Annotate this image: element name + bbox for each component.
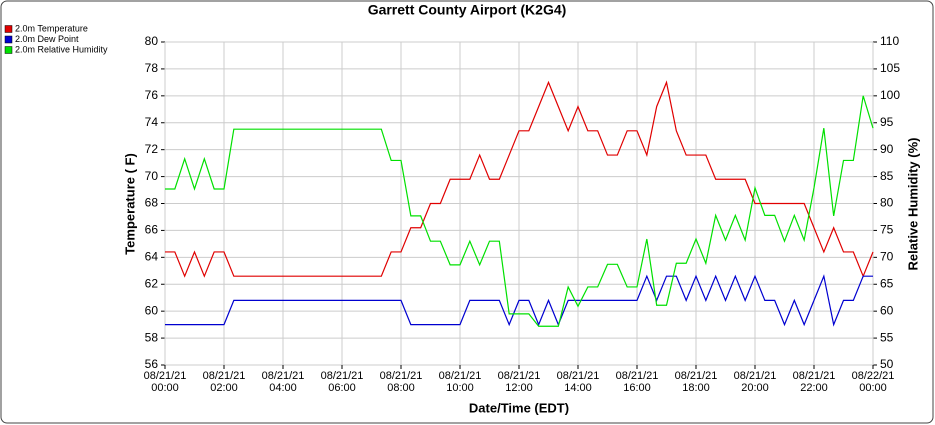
- x-tick-label: 08/21/21 22:00: [792, 370, 836, 394]
- series-line: [165, 95, 874, 327]
- x-tick-label: 08/21/21 10:00: [438, 370, 482, 394]
- y2-tick-label: 60: [880, 303, 894, 317]
- y-tick-label: 70: [145, 169, 159, 183]
- x-tick-label: 08/21/21 08:00: [379, 370, 423, 394]
- y2-tick-label: 85: [880, 169, 894, 183]
- y-tick-label: 64: [145, 250, 159, 264]
- x-tick-label: 08/21/21 04:00: [261, 370, 305, 394]
- y-tick-label: 76: [145, 88, 159, 102]
- x-tick-label: 08/21/21 02:00: [202, 370, 246, 394]
- y-tick-label: 60: [145, 303, 159, 317]
- y-tick-label: 66: [145, 223, 159, 237]
- y2-tick-label: 110: [880, 34, 899, 48]
- y-tick-label: 56: [145, 357, 159, 371]
- y2-tick-label: 50: [880, 357, 894, 371]
- x-tick-label: 08/22/21 00:00: [851, 370, 895, 394]
- y-tick-label: 80: [145, 34, 159, 48]
- x-tick-label: 08/21/21 06:00: [320, 370, 364, 394]
- y2-tick-label: 80: [880, 196, 894, 210]
- legend-swatch: [4, 35, 13, 44]
- x-tick-label: 08/21/21 20:00: [733, 370, 777, 394]
- x-tick-label: 08/21/21 14:00: [556, 370, 600, 394]
- y2-tick-label: 100: [880, 88, 900, 102]
- series-line: [165, 80, 874, 278]
- series-line: [165, 274, 873, 327]
- y2-tick-label: 55: [880, 330, 894, 344]
- x-tick-label: 08/21/21 12:00: [497, 370, 541, 394]
- x-tick-label: 08/21/21 18:00: [674, 370, 718, 394]
- y2-tick-label: 95: [880, 115, 894, 129]
- x-tick-label: 08/21/21 16:00: [615, 370, 659, 394]
- y2-tick-label: 75: [880, 223, 894, 237]
- y-axis-label: Temperature ( F): [122, 153, 137, 255]
- y2-tick-label: 65: [880, 276, 894, 290]
- y-tick-label: 62: [145, 276, 159, 290]
- y-tick-label: 72: [145, 142, 159, 156]
- chart-title: Garrett County Airport (K2G4): [368, 2, 567, 18]
- y2-axis-label: Relative Humidity (%): [905, 138, 920, 271]
- y-tick-label: 74: [145, 115, 159, 129]
- x-tick-label: 08/21/21 00:00: [143, 370, 187, 394]
- legend-swatch: [4, 46, 13, 54]
- y-tick-label: 58: [145, 330, 159, 344]
- legend-label: 2.0m Relative Humidity: [15, 44, 108, 54]
- y2-tick-label: 70: [880, 250, 894, 264]
- y-tick-label: 68: [145, 196, 159, 210]
- y2-tick-label: 90: [880, 142, 894, 156]
- y-tick-label: 78: [145, 61, 159, 75]
- x-axis-label: Date/Time (EDT): [469, 400, 569, 415]
- legend-swatch: [4, 25, 13, 33]
- legend-label: 2.0m Temperature: [15, 23, 88, 33]
- y2-tick-label: 105: [880, 61, 900, 75]
- legend-label: 2.0m Dew Point: [15, 34, 79, 44]
